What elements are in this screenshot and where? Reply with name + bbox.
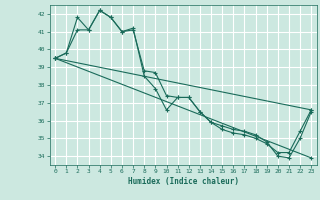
X-axis label: Humidex (Indice chaleur): Humidex (Indice chaleur) xyxy=(128,177,239,186)
